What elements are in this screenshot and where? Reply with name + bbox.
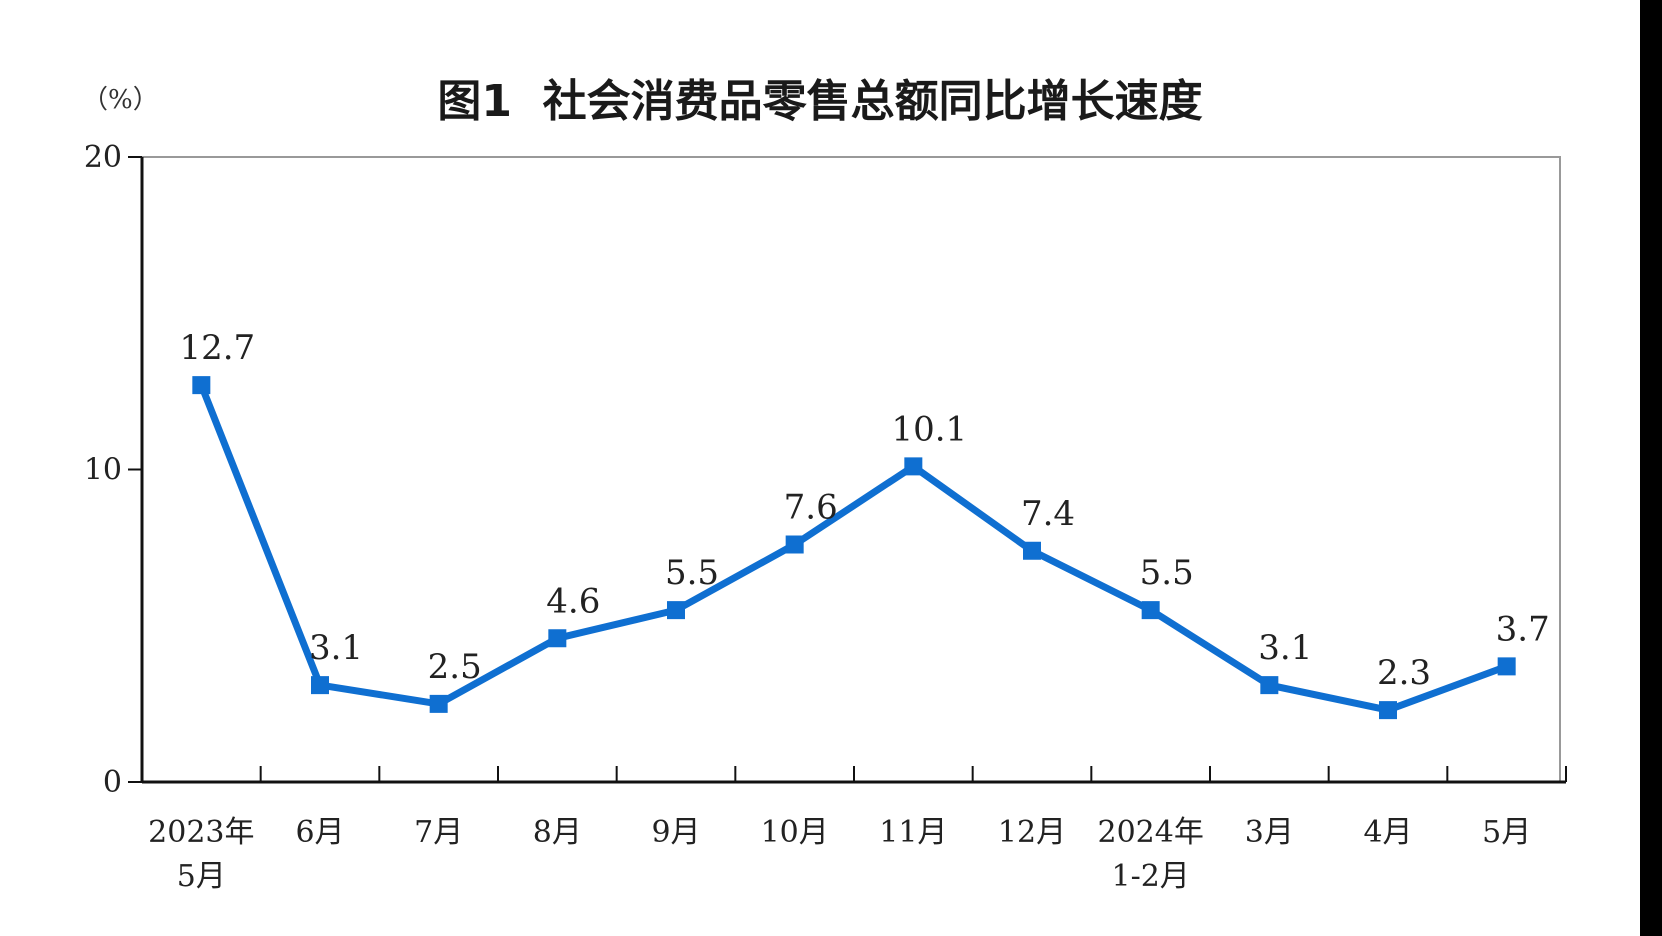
x-tick-label: 2023年 (148, 815, 254, 850)
y-tick-label: 20 (84, 140, 122, 175)
x-tick-label: 5月 (177, 859, 226, 894)
data-label: 10.1 (891, 409, 967, 449)
data-label: 7.6 (784, 488, 838, 528)
data-point-marker (1260, 676, 1279, 695)
x-tick-label: 12月 (998, 815, 1066, 850)
data-label: 3.1 (1258, 628, 1312, 668)
data-label: 12.7 (179, 328, 255, 368)
series-layer (192, 376, 1516, 720)
series-line (197, 381, 1511, 714)
chart-title: 图1 社会消费品零售总额同比增长速度 (437, 76, 1202, 127)
x-tick-label: 8月 (533, 815, 582, 850)
x-tick-label: 4月 (1363, 815, 1412, 850)
y-tick-label: 0 (103, 765, 122, 800)
data-point-marker (192, 376, 211, 395)
data-label: 7.4 (1021, 494, 1075, 534)
data-point-marker (1023, 541, 1041, 560)
x-tick-label: 6月 (295, 815, 344, 850)
x-tick-label: 5月 (1482, 815, 1531, 850)
data-point-marker (429, 694, 448, 713)
data-point-marker (667, 601, 685, 620)
y-ticks: 0 10 20 (84, 140, 142, 800)
data-point-marker (785, 535, 804, 554)
x-tick-label: 11月 (879, 815, 947, 850)
y-unit-label: （%） (82, 85, 159, 115)
data-label: 5.5 (665, 553, 719, 593)
x-tick-label: 1-2月 (1112, 859, 1190, 894)
data-point-marker (1141, 601, 1160, 620)
data-label: 2.5 (428, 647, 482, 687)
data-point-marker (548, 629, 567, 648)
data-label: 4.6 (546, 581, 600, 621)
data-labels: 12.7 3.1 2.5 4.6 5.5 7.6 10.1 7.4 5.5 3.1 2.3 3.7 (179, 328, 1549, 693)
data-label: 3.1 (309, 628, 363, 668)
data-label: 2.3 (1377, 653, 1431, 693)
data-point-marker (311, 676, 329, 695)
x-ticks: 2023年 5月 6月 7月 8月 9月 10月 11月 12月 2024年 1-2月 3月 4月 5月 (148, 766, 1567, 894)
data-label: 3.7 (1496, 609, 1550, 649)
x-tick-label: 9月 (651, 815, 700, 850)
data-label: 5.5 (1140, 553, 1194, 593)
x-tick-label: 7月 (414, 815, 463, 850)
data-point-marker (904, 457, 923, 476)
data-point-marker (1497, 657, 1516, 676)
x-tick-label: 10月 (761, 815, 829, 850)
data-point-marker (1379, 701, 1397, 720)
y-tick-label: 10 (84, 453, 122, 488)
x-tick-label: 2024年 (1097, 815, 1203, 850)
x-tick-label: 3月 (1245, 815, 1294, 850)
